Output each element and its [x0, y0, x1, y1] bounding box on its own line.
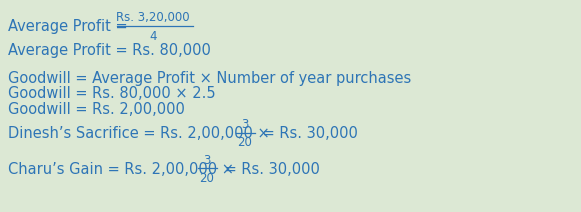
Text: Charu’s Gain = Rs. 2,00,000 ×: Charu’s Gain = Rs. 2,00,000 ×	[8, 162, 239, 177]
Text: Dinesh’s Sacrifice = Rs. 2,00,000 ×: Dinesh’s Sacrifice = Rs. 2,00,000 ×	[8, 127, 274, 141]
Text: 20: 20	[238, 137, 252, 149]
Text: 4: 4	[149, 31, 157, 43]
Text: = Rs. 30,000: = Rs. 30,000	[220, 162, 320, 177]
Text: Goodwill = Rs. 2,00,000: Goodwill = Rs. 2,00,000	[8, 102, 185, 117]
Text: Average Profit =: Average Profit =	[8, 20, 132, 35]
Text: 3: 3	[203, 153, 211, 166]
Text: 3: 3	[241, 119, 249, 131]
Text: Goodwill = Average Profit × Number of year purchases: Goodwill = Average Profit × Number of ye…	[8, 71, 411, 86]
Text: Average Profit = Rs. 80,000: Average Profit = Rs. 80,000	[8, 42, 211, 57]
Text: Goodwill = Rs. 80,000 × 2.5: Goodwill = Rs. 80,000 × 2.5	[8, 86, 216, 102]
Text: Rs. 3,20,000: Rs. 3,20,000	[116, 11, 190, 24]
Text: 20: 20	[199, 172, 214, 184]
Text: = Rs. 30,000: = Rs. 30,000	[258, 127, 358, 141]
